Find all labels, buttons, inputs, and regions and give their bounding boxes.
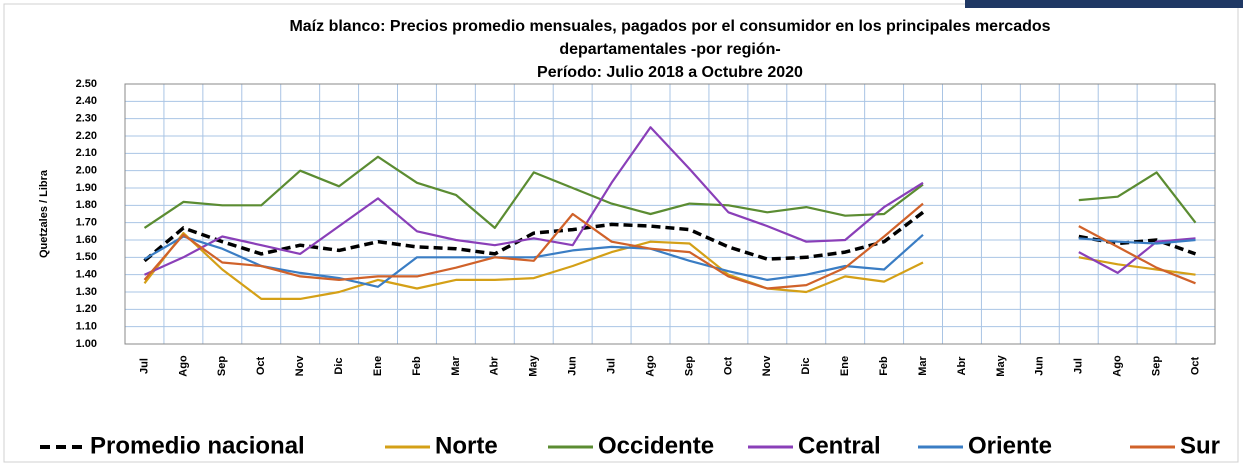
x-tick-label: Feb <box>411 356 423 376</box>
legend-label: Occidente <box>598 432 714 459</box>
series-line <box>143 232 1196 300</box>
chart-title: Período: Julio 2018 a Octubre 2020 <box>537 64 803 81</box>
y-tick-label: 1.50 <box>76 251 97 263</box>
x-tick-label: Feb <box>878 356 890 376</box>
x-tick-label: Oct <box>1189 356 1201 375</box>
series-line <box>143 202 1196 290</box>
x-tick-label: Jul <box>138 358 150 374</box>
x-tick-label: Ago <box>177 355 189 377</box>
x-tick-label: Ene <box>839 356 851 376</box>
x-tick-label: Abr <box>956 356 968 376</box>
x-tick-label: Sep <box>216 356 228 376</box>
y-tick-label: 1.30 <box>76 286 97 298</box>
y-axis-label: Quetzales / Libra <box>38 169 50 258</box>
x-tick-label: Mar <box>450 356 462 376</box>
y-tick-label: 1.00 <box>76 338 97 350</box>
x-tick-label: Mar <box>917 356 929 376</box>
plot-frame <box>124 83 1216 345</box>
chart-title: departamentales -por región- <box>559 41 780 58</box>
chart-border <box>3 3 1239 463</box>
x-tick-label: Dic <box>800 357 812 374</box>
y-tick-label: 2.00 <box>76 165 97 177</box>
y-tick-label: 1.80 <box>76 199 97 211</box>
x-tick-label: May <box>528 354 540 376</box>
x-tick-label: Ago <box>1112 355 1124 377</box>
y-tick-label: 2.40 <box>76 95 97 107</box>
y-tick-label: 1.40 <box>76 269 97 281</box>
y-tick-label: 1.20 <box>76 303 97 315</box>
x-tick-label: Jun <box>1034 356 1046 376</box>
x-tick-label: Nov <box>294 355 306 377</box>
y-tick-label: 1.90 <box>76 182 97 194</box>
header-bar <box>965 0 1243 8</box>
legend-label: Norte <box>435 432 498 459</box>
x-tick-label: Nov <box>761 355 773 377</box>
y-tick-label: 1.60 <box>76 234 97 246</box>
x-tick-label: Oct <box>722 356 734 375</box>
y-tick-label: 1.70 <box>76 217 97 229</box>
y-tick-label: 2.10 <box>76 147 97 159</box>
x-tick-label: Jul <box>606 358 618 374</box>
x-tick-label: Sep <box>1151 356 1163 376</box>
legend-label: Sur <box>1180 432 1220 459</box>
series-line <box>143 233 1196 288</box>
x-tick-label: Jul <box>1073 358 1085 374</box>
x-tick-label: Ene <box>372 356 384 376</box>
y-tick-label: 2.50 <box>76 78 97 90</box>
x-tick-label: May <box>995 354 1007 376</box>
legend-label: Promedio nacional <box>90 432 305 459</box>
x-tick-label: Sep <box>683 356 695 376</box>
x-tick-label: Dic <box>333 357 345 374</box>
y-tick-label: 2.30 <box>76 113 97 125</box>
legend-label: Oriente <box>968 432 1052 459</box>
x-tick-label: Ago <box>644 355 656 377</box>
x-tick-label: Oct <box>255 356 267 375</box>
series-line <box>143 155 1197 229</box>
x-tick-label: Jun <box>567 356 579 376</box>
chart-title: Maíz blanco: Precios promedio mensuales,… <box>289 18 1050 35</box>
legend-label: Central <box>798 432 881 459</box>
y-tick-label: 1.10 <box>76 321 97 333</box>
y-tick-label: 2.20 <box>76 130 97 142</box>
x-tick-label: Abr <box>489 356 501 376</box>
